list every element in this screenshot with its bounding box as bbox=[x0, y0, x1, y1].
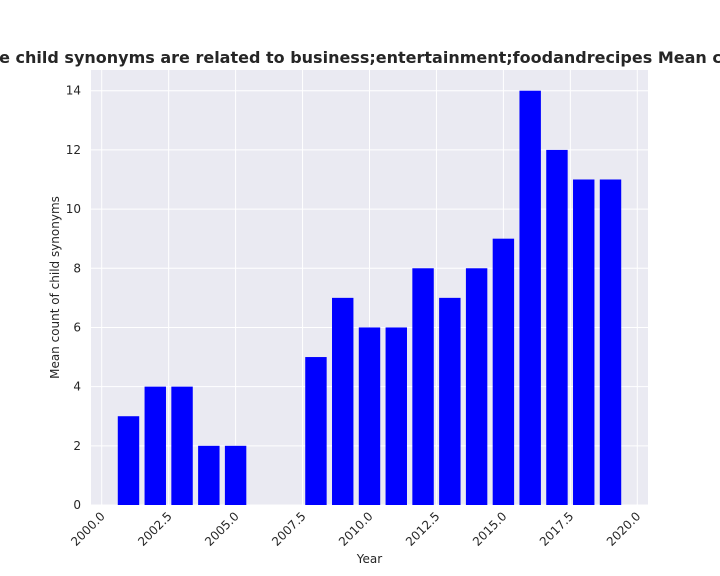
y-tick-label: 2 bbox=[73, 439, 81, 453]
y-tick-label: 10 bbox=[66, 202, 81, 216]
y-tick-label: 0 bbox=[73, 498, 81, 512]
bar-2018 bbox=[573, 179, 595, 505]
x-axis-label: Year bbox=[356, 552, 382, 566]
bar-2015 bbox=[492, 238, 515, 505]
bar-2002 bbox=[144, 386, 166, 505]
bar-2003 bbox=[171, 386, 193, 505]
x-tick-label: 2002.5 bbox=[135, 509, 175, 549]
bar-2011 bbox=[385, 327, 407, 505]
x-tick-label: 2000.0 bbox=[68, 509, 108, 549]
bar-2013 bbox=[439, 297, 461, 505]
y-tick-label: 12 bbox=[66, 143, 81, 157]
x-tick-label: 2012.5 bbox=[403, 509, 443, 549]
x-tick-label: 2020.0 bbox=[604, 509, 644, 549]
y-tick-label: 14 bbox=[66, 84, 81, 98]
x-tick-label: 2005.0 bbox=[202, 509, 242, 549]
bar-2017 bbox=[546, 149, 568, 506]
bar-2016 bbox=[519, 90, 541, 505]
bar-2014 bbox=[465, 268, 488, 505]
y-tick-label: 4 bbox=[73, 380, 81, 394]
bar-2004 bbox=[198, 445, 220, 505]
bar-2001 bbox=[117, 416, 140, 505]
bar-2005 bbox=[224, 445, 247, 505]
x-tick-label: 2007.5 bbox=[269, 509, 309, 549]
bar-2010 bbox=[358, 327, 381, 505]
bar-2009 bbox=[332, 297, 354, 505]
bar-2012 bbox=[412, 268, 434, 505]
x-tick-label: 2010.0 bbox=[336, 509, 376, 549]
bar-2019 bbox=[599, 179, 622, 505]
x-tick-label: 2015.0 bbox=[470, 509, 510, 549]
chart-title: Number of parent synonyms that include c… bbox=[0, 48, 720, 67]
x-axis-ticks: 2000.0 2002.5 2005.0 2007.5 2010.0 2012.5 2015… bbox=[68, 509, 643, 549]
x-tick-label: 2017.5 bbox=[537, 509, 577, 549]
bar-2008 bbox=[305, 357, 327, 505]
y-axis-ticks: 0 2 4 6 8 10 12 14 bbox=[66, 84, 81, 512]
y-tick-label: 8 bbox=[73, 261, 81, 275]
y-tick-label: 6 bbox=[73, 320, 81, 334]
y-axis-label: Mean count of child synonyms bbox=[48, 196, 62, 379]
bars bbox=[117, 90, 622, 506]
